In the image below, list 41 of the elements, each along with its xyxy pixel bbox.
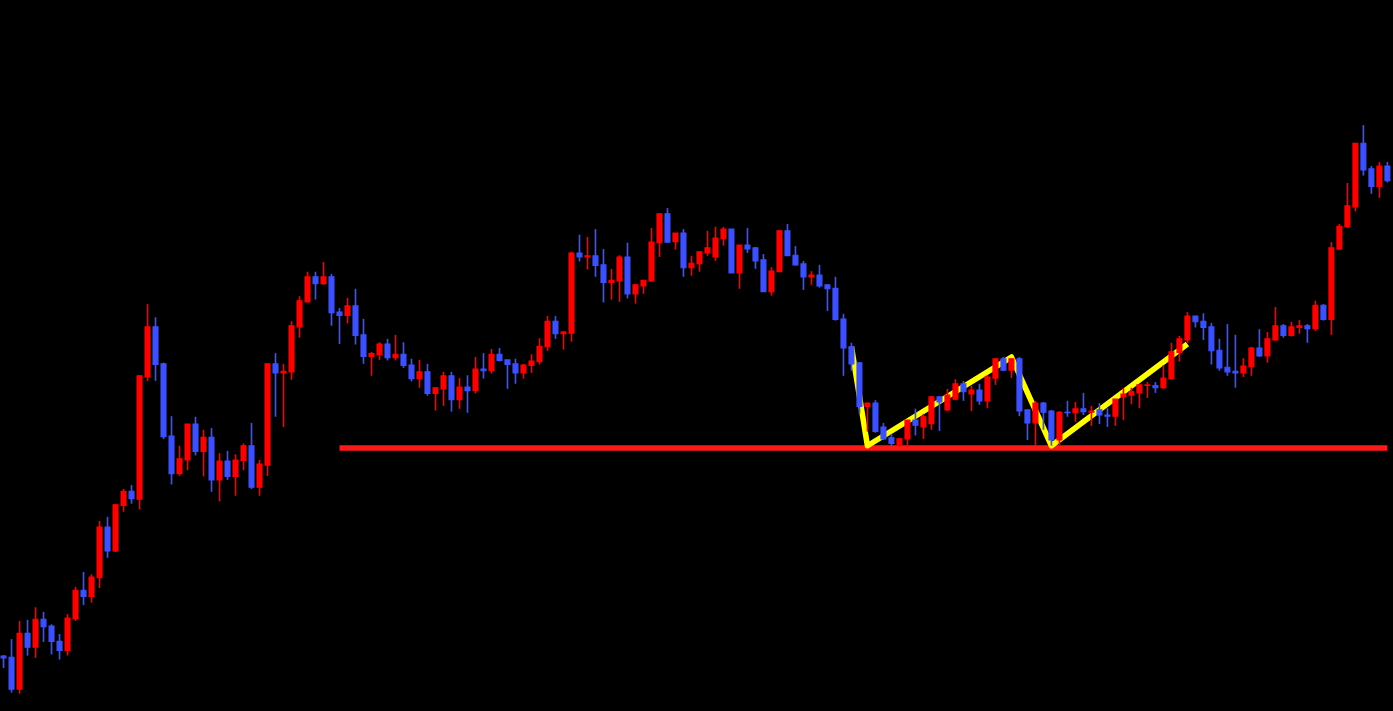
candlestick	[24, 618, 31, 657]
candlestick	[416, 359, 423, 389]
candlestick	[1384, 161, 1391, 184]
candlestick	[344, 297, 351, 325]
candlestick	[472, 356, 479, 395]
candlestick	[448, 370, 455, 413]
candlestick	[960, 380, 967, 402]
candlestick	[200, 428, 207, 478]
candlestick	[456, 377, 463, 410]
candlestick	[1032, 399, 1039, 447]
candlestick	[488, 348, 495, 375]
candlestick	[552, 315, 559, 340]
candlestick	[1008, 357, 1015, 379]
candlestick	[80, 571, 87, 606]
candlestick	[128, 484, 135, 505]
candlestick	[1304, 323, 1311, 344]
candlestick	[224, 450, 231, 481]
candlestick	[976, 382, 983, 406]
candlestick	[584, 236, 591, 271]
candlestick	[1080, 392, 1087, 416]
candlestick	[1256, 328, 1263, 358]
candlestick	[1312, 299, 1319, 332]
candlestick	[936, 395, 943, 432]
candlestick	[576, 233, 583, 263]
candlestick	[216, 452, 223, 503]
candlestick	[912, 407, 919, 437]
candlestick	[1376, 161, 1383, 199]
candlestick	[464, 374, 471, 414]
candlestick	[272, 352, 279, 418]
candlestick	[384, 338, 391, 362]
candlestick	[104, 516, 111, 559]
candlestick	[968, 385, 975, 412]
candlestick	[1072, 401, 1079, 423]
candlestick	[424, 363, 431, 397]
candlestick	[320, 261, 327, 286]
candlestick	[1112, 398, 1119, 427]
candlestick	[864, 402, 871, 433]
candlestick	[312, 270, 319, 301]
candlestick	[1088, 405, 1095, 427]
candlestick	[392, 334, 399, 362]
candlestick	[480, 352, 487, 380]
